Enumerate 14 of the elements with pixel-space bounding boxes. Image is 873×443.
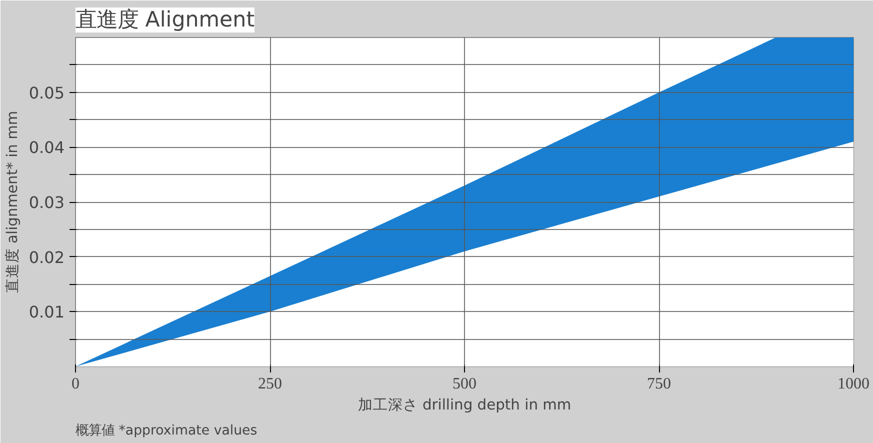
x-tick-label: 750 (647, 376, 671, 392)
x-tick-label: 250 (258, 376, 282, 392)
chart-title: 直進度 Alignment (76, 8, 255, 32)
x-axis-title: 加工深さ drilling depth in mm (358, 396, 572, 414)
y-axis-title: 直進度 alignment* in mm (4, 110, 21, 294)
y-tick-label: 0.02 (28, 248, 64, 267)
x-tick-label: 1000 (838, 376, 870, 392)
x-tick-label: 500 (452, 376, 476, 392)
y-tick-label: 0.04 (28, 138, 64, 158)
text: 概算値 *approximate values (76, 424, 258, 438)
x-tick-label: 0 (72, 376, 80, 392)
y-tick-label: 0.05 (28, 83, 64, 102)
y-tick-label: 0.01 (28, 302, 64, 322)
y-tick-label: 0.03 (28, 193, 64, 212)
